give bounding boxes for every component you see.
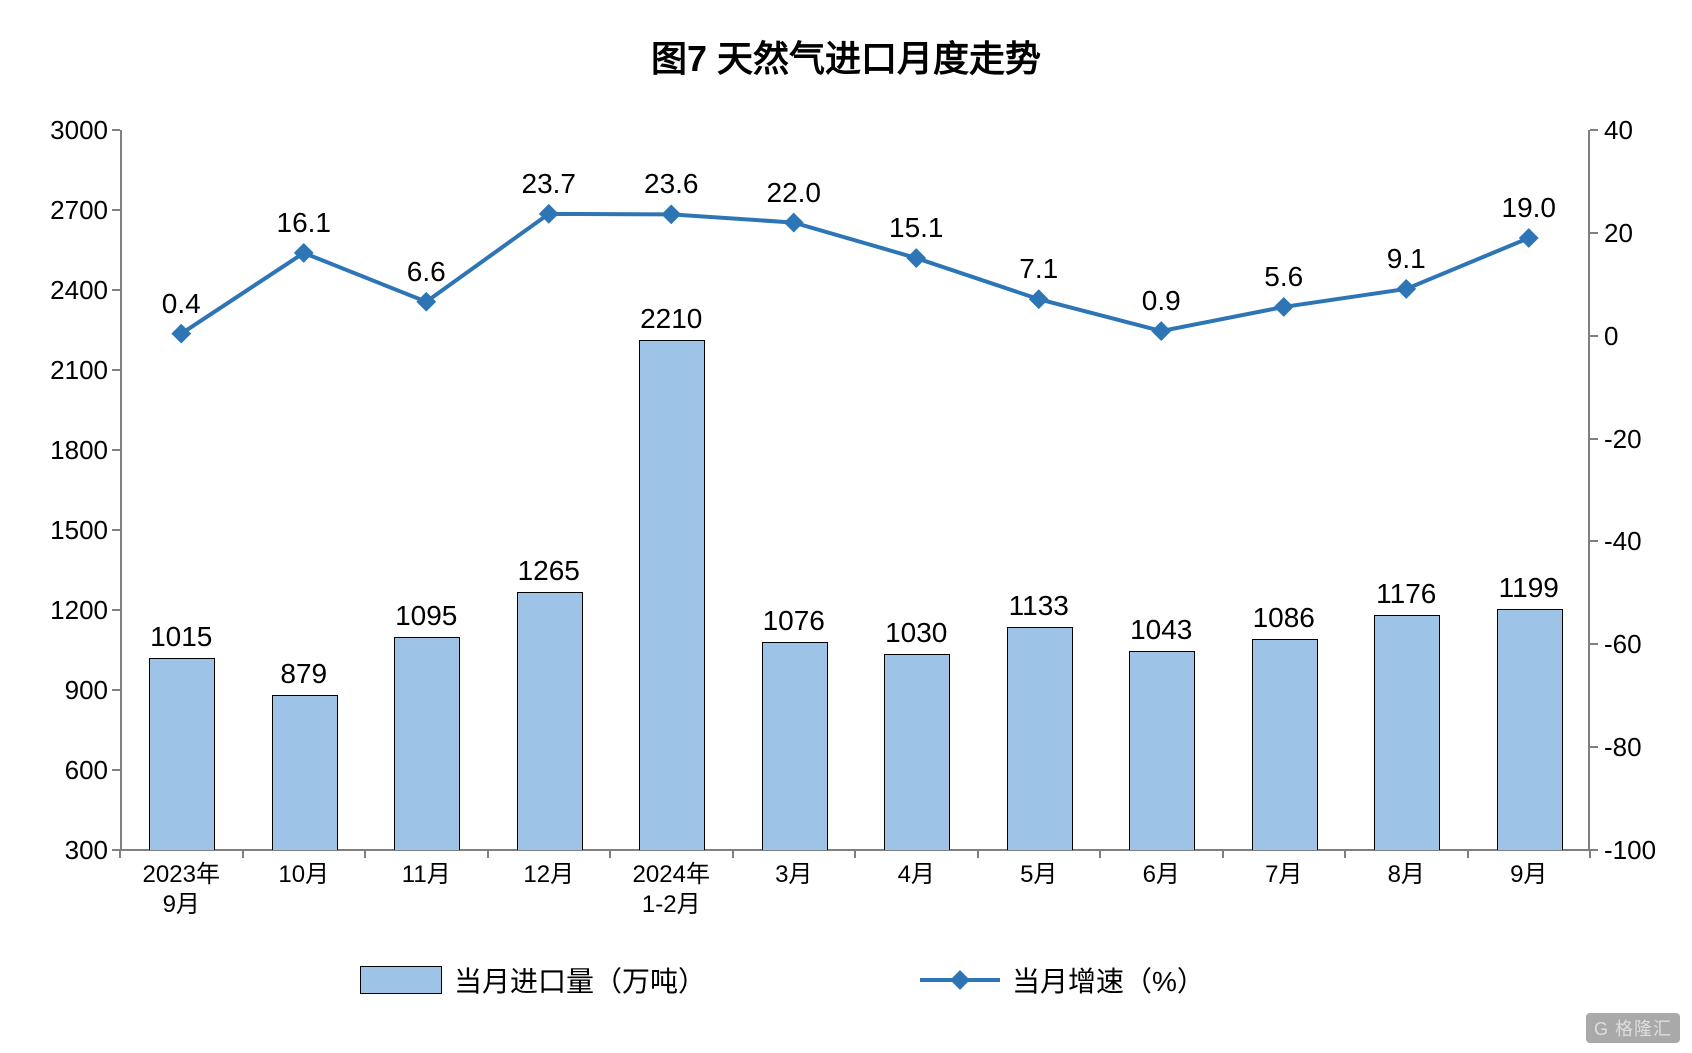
line-value-label: 0.9 <box>1100 285 1223 317</box>
line-value-label: 16.1 <box>243 207 366 239</box>
x-tick-label: 6月 <box>1100 860 1223 890</box>
y-right-tick-label: -60 <box>1604 629 1642 660</box>
line-value-label: 23.6 <box>610 168 733 200</box>
watermark: G 格隆汇 <box>1586 1013 1680 1043</box>
x-tick-label: 4月 <box>855 860 978 890</box>
x-tick-label: 9月 <box>1468 860 1591 890</box>
y-right-tick-label: 40 <box>1604 115 1633 146</box>
line-marker <box>661 204 681 224</box>
line-value-label: 6.6 <box>365 256 488 288</box>
x-tick-label: 2024年 1-2月 <box>610 860 733 920</box>
legend-line-swatch <box>920 967 1000 993</box>
y-right-tick-label: 20 <box>1604 218 1633 249</box>
y-left-tick-label: 2100 <box>20 355 108 386</box>
y-left-tick-label: 2400 <box>20 275 108 306</box>
x-tick-label: 12月 <box>488 860 611 890</box>
legend-bar-label: 当月进口量（万吨） <box>454 960 706 1000</box>
x-tick-label: 10月 <box>243 860 366 890</box>
line-marker <box>906 248 926 268</box>
y-left-tick-label: 2700 <box>20 195 108 226</box>
y-left-tick-label: 1500 <box>20 515 108 546</box>
line-value-label: 22.0 <box>733 177 856 209</box>
line-marker <box>784 213 804 233</box>
y-right-tick-label: -80 <box>1604 732 1642 763</box>
line-marker <box>1274 297 1294 317</box>
line-value-label: 0.4 <box>120 288 243 320</box>
x-tick-label: 11月 <box>365 860 488 890</box>
x-tick-label: 8月 <box>1345 860 1468 890</box>
line-value-label: 9.1 <box>1345 243 1468 275</box>
chart-container: 图7 天然气进口月度走势 300600900120015001800210024… <box>0 0 1692 1053</box>
line-value-label: 15.1 <box>855 212 978 244</box>
line-value-label: 19.0 <box>1468 192 1591 224</box>
legend-line-label: 当月增速（%） <box>1012 960 1205 1000</box>
line-value-label: 5.6 <box>1223 261 1346 293</box>
line-marker <box>1151 321 1171 341</box>
x-tick-label: 7月 <box>1223 860 1346 890</box>
legend-line: 当月增速（%） <box>920 960 1205 1000</box>
y-right-tick-label: -40 <box>1604 526 1642 557</box>
x-tick-label: 3月 <box>733 860 856 890</box>
x-tick-label: 5月 <box>978 860 1101 890</box>
line-marker <box>1519 228 1539 248</box>
legend-bar-swatch <box>360 966 442 994</box>
line-marker <box>1029 289 1049 309</box>
y-right-tick-label: -20 <box>1604 424 1642 455</box>
y-left-tick-label: 1200 <box>20 595 108 626</box>
y-left-tick-label: 3000 <box>20 115 108 146</box>
y-left-tick-label: 900 <box>20 675 108 706</box>
line-value-label: 23.7 <box>488 168 611 200</box>
y-left-tick-label: 600 <box>20 755 108 786</box>
line-marker <box>1396 279 1416 299</box>
y-right-tick-label: -100 <box>1604 835 1656 866</box>
plot-area: 3006009001200150018002100240027003000-10… <box>120 130 1590 850</box>
y-left-tick-label: 300 <box>20 835 108 866</box>
x-tick-label: 2023年 9月 <box>120 860 243 920</box>
y-right-tick-label: 0 <box>1604 321 1618 352</box>
legend-bar: 当月进口量（万吨） <box>360 960 706 1000</box>
line-value-label: 7.1 <box>978 253 1101 285</box>
y-left-tick-label: 1800 <box>20 435 108 466</box>
chart-title: 图7 天然气进口月度走势 <box>0 30 1692 82</box>
